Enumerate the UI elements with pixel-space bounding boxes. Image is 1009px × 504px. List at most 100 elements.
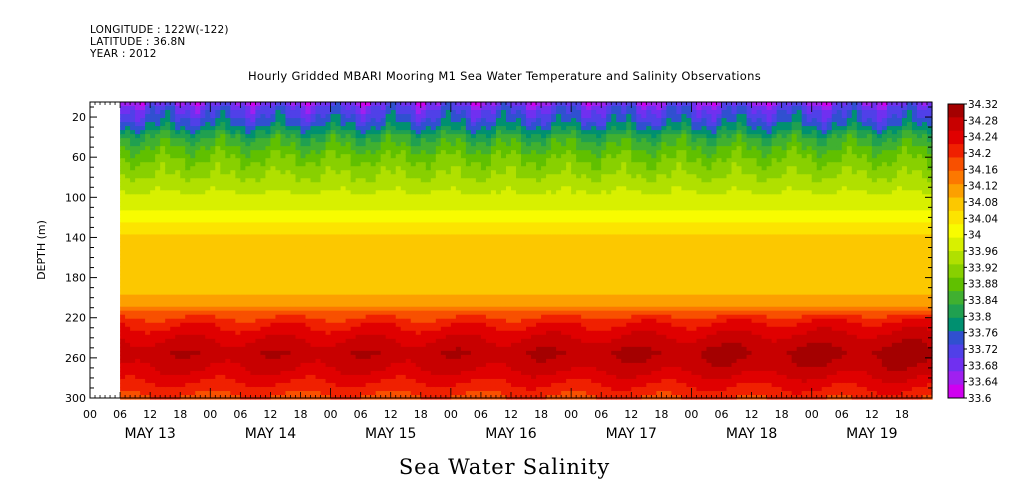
heat-cell (365, 290, 372, 296)
heat-cell (300, 242, 307, 248)
heat-cell (370, 206, 377, 211)
heat-cell (305, 286, 312, 292)
heat-cell (130, 282, 136, 288)
heat-cell (230, 298, 236, 304)
heat-cell (320, 246, 327, 252)
heat-cell (195, 250, 201, 256)
heat-cell (350, 170, 357, 175)
heat-cell (180, 358, 186, 364)
heat-cell (430, 134, 437, 139)
heat-cell (365, 306, 372, 312)
heat-cell (260, 174, 267, 179)
heat-cell (190, 214, 196, 219)
heat-cell (380, 294, 387, 300)
heat-cell (325, 218, 332, 223)
heat-cell (185, 270, 191, 276)
heat-cell (205, 338, 211, 344)
heat-cell (305, 302, 312, 308)
heat-cell (250, 226, 256, 232)
heat-cell (180, 158, 186, 163)
heat-cell (355, 310, 362, 316)
heat-cell (335, 126, 342, 131)
heat-cell (275, 190, 282, 195)
heat-cell (425, 102, 432, 107)
heat-cell (350, 326, 357, 332)
heat-cell (190, 366, 196, 372)
heat-cell (360, 370, 367, 376)
heat-cell (130, 198, 136, 203)
heat-cell (360, 118, 367, 123)
heat-cell (305, 266, 312, 272)
heat-cell (395, 150, 402, 155)
heat-cell (385, 362, 392, 368)
heat-cell (420, 158, 427, 163)
heat-cell (325, 130, 332, 135)
heat-cell (385, 114, 392, 119)
heat-cell (330, 386, 337, 392)
heat-cell (145, 210, 151, 215)
heat-cell (250, 114, 256, 119)
heat-cell (390, 214, 397, 219)
heat-cell (235, 194, 241, 199)
heat-cell (310, 354, 317, 360)
heat-cell (235, 126, 241, 131)
heat-cell (150, 342, 156, 348)
heat-cell (300, 134, 307, 139)
heat-cell (335, 302, 342, 308)
heat-cell (385, 270, 392, 276)
heat-cell (410, 294, 417, 300)
heat-cell (335, 362, 342, 368)
heat-cell (340, 130, 347, 135)
heat-cell (265, 298, 272, 304)
heat-cell (370, 266, 377, 272)
heat-cell (255, 198, 261, 203)
heat-cell (290, 166, 297, 171)
heat-cell (450, 122, 457, 127)
heat-cell (225, 290, 231, 296)
heat-cell (235, 298, 241, 304)
heat-cell (415, 162, 422, 167)
heat-cell (205, 366, 211, 372)
heat-cell (230, 210, 236, 215)
heat-cell (225, 186, 231, 191)
heat-cell (390, 314, 397, 320)
heat-cell (165, 350, 171, 356)
heat-cell (450, 270, 457, 276)
heat-cell (370, 226, 377, 232)
heat-cell (275, 366, 282, 372)
heat-cell (210, 106, 216, 111)
heat-cell (185, 362, 191, 368)
heat-cell (175, 362, 181, 368)
heat-cell (185, 266, 191, 272)
heat-cell (275, 362, 282, 368)
heat-cell (430, 338, 437, 344)
heat-cell (390, 154, 397, 159)
heat-cell (215, 318, 221, 324)
heat-cell (290, 214, 297, 219)
heat-cell (400, 106, 407, 111)
heat-cell (260, 366, 267, 372)
heat-cell (220, 374, 226, 380)
heat-cell (165, 390, 171, 396)
heat-cell (420, 174, 427, 179)
heat-cell (365, 322, 372, 328)
heat-cell (455, 198, 462, 203)
heat-cell (390, 366, 397, 372)
heat-cell (270, 206, 277, 211)
heat-cell (295, 310, 302, 316)
heat-cell (295, 346, 302, 352)
heat-cell (180, 130, 186, 135)
heat-cell (330, 178, 337, 183)
heat-cell (405, 178, 412, 183)
heat-cell (255, 350, 261, 356)
heat-cell (320, 106, 327, 111)
heat-cell (410, 162, 417, 167)
heat-cell (315, 322, 322, 328)
heat-cell (270, 114, 277, 119)
heat-cell (285, 338, 292, 344)
heat-cell (200, 302, 206, 308)
heat-cell (235, 374, 241, 380)
heat-cell (455, 166, 462, 171)
heat-cell (210, 174, 216, 179)
heat-cell (370, 246, 377, 252)
